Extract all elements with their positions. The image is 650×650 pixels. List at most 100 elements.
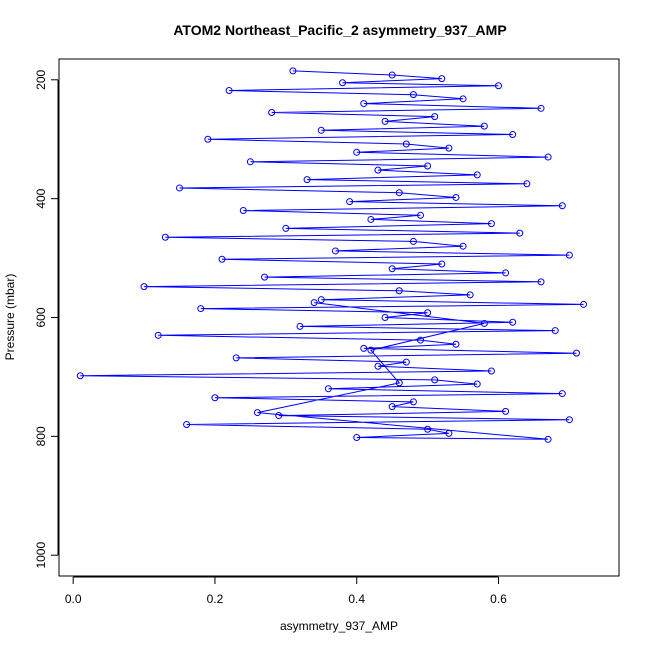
data-point [197, 305, 205, 313]
data-point [452, 340, 460, 348]
data-point [445, 429, 453, 437]
data-point [374, 166, 382, 174]
data-point [480, 122, 488, 130]
data-point [509, 318, 517, 326]
chart-title: ATOM2 Northeast_Pacific_2 asymmetry_937_… [173, 22, 506, 38]
data-point [424, 309, 432, 317]
data-point [360, 344, 368, 352]
data-point [218, 255, 226, 263]
data-point [211, 394, 219, 402]
y-tick-label: 600 [34, 307, 48, 327]
x-axis-label: asymmetry_937_AMP [280, 619, 398, 633]
data-point [417, 336, 425, 344]
data-point [395, 287, 403, 295]
data-point [487, 367, 495, 375]
data-point [565, 416, 573, 424]
data-point [268, 108, 276, 116]
y-axis: 200 400 600 800 1000 [34, 69, 59, 569]
data-point [580, 300, 588, 308]
data-point [275, 412, 283, 420]
data-point [438, 260, 446, 268]
data-point [296, 322, 304, 330]
data-point [402, 140, 410, 148]
data-point [360, 100, 368, 108]
y-tick-label: 800 [34, 426, 48, 446]
data-point [502, 269, 510, 277]
x-tick-label: 0.0 [65, 592, 82, 606]
data-point [502, 407, 510, 415]
data-point [225, 86, 233, 94]
data-point [388, 71, 396, 79]
plot-frame [58, 58, 620, 577]
data-point [494, 82, 502, 90]
data-point [537, 278, 545, 286]
data-point [339, 79, 347, 87]
data-point [487, 220, 495, 228]
data-point [523, 180, 531, 188]
data-point [346, 198, 354, 206]
data-point [452, 193, 460, 201]
data-point [544, 153, 552, 161]
data-point [183, 420, 191, 428]
data-point [395, 189, 403, 197]
y-tick-label: 400 [34, 188, 48, 208]
data-point [473, 380, 481, 388]
data-point [353, 434, 361, 442]
data-point [239, 207, 247, 215]
data-point [140, 283, 148, 291]
data-point [509, 130, 517, 138]
data-point [431, 113, 439, 121]
data-point [381, 117, 389, 125]
y-tick-label: 1000 [34, 542, 48, 569]
data-point [176, 184, 184, 192]
data-point [303, 176, 311, 184]
data-point [409, 398, 417, 406]
data-point [261, 273, 269, 281]
data-point [572, 349, 580, 357]
data-point [409, 237, 417, 245]
x-tick-label: 0.4 [348, 592, 365, 606]
data-point [282, 224, 290, 232]
data-point [431, 376, 439, 384]
data-point [367, 215, 375, 223]
x-axis: 0.0 0.2 0.4 0.6 [65, 576, 507, 606]
data-point [289, 67, 297, 75]
x-tick-label: 0.2 [207, 592, 224, 606]
data-point [76, 372, 84, 380]
data-point [388, 403, 396, 411]
data-point [317, 126, 325, 134]
data-point [232, 354, 240, 362]
data-point [409, 91, 417, 99]
data-point [473, 171, 481, 179]
data-point [154, 331, 162, 339]
data-point [331, 247, 339, 255]
data-point [253, 409, 261, 417]
data-point [445, 144, 453, 152]
plot-layer [76, 67, 588, 443]
series-line [80, 70, 584, 440]
data-point [480, 319, 488, 327]
data-point [353, 148, 361, 156]
data-point [537, 104, 545, 112]
data-point [246, 158, 254, 166]
data-point [558, 390, 566, 398]
data-point [565, 251, 573, 259]
data-point [374, 362, 382, 370]
y-axis-label: Pressure (mbar) [3, 274, 17, 361]
x-tick-label: 0.6 [490, 592, 507, 606]
data-point [459, 95, 467, 103]
data-point [324, 385, 332, 393]
data-point [438, 75, 446, 83]
data-point [161, 233, 169, 241]
data-point [551, 327, 559, 335]
y-tick-label: 200 [34, 69, 48, 89]
data-point [402, 358, 410, 366]
data-point [395, 379, 403, 387]
data-point [381, 314, 389, 321]
data-point [424, 425, 432, 433]
data-point [388, 265, 396, 273]
data-point [466, 291, 474, 299]
data-point [558, 202, 566, 210]
data-point [204, 135, 212, 143]
data-point [310, 299, 318, 307]
